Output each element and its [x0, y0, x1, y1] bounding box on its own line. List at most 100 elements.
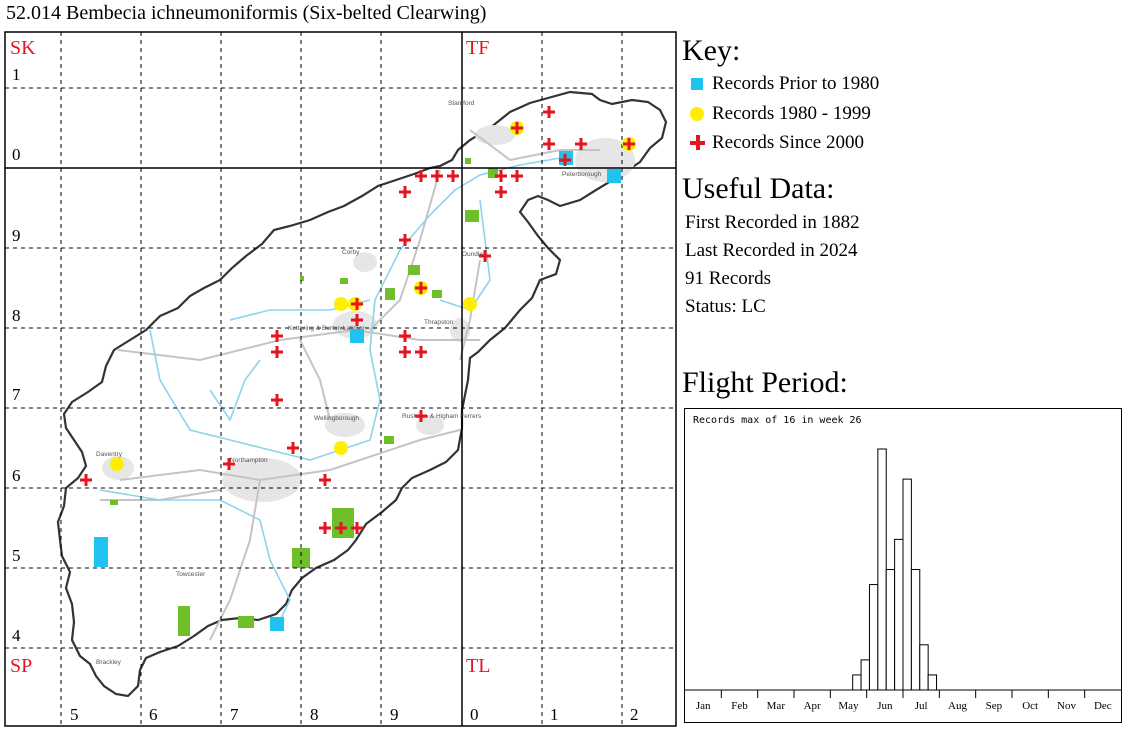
record-since-2000 — [319, 474, 331, 486]
record-since-2000 — [447, 170, 459, 182]
red-cross-icon — [688, 133, 710, 153]
flight-bar — [927, 674, 938, 691]
record-since-2000 — [479, 250, 491, 262]
record-1980-1999 — [334, 441, 348, 455]
easting-label: 5 — [70, 705, 79, 724]
town-label: Daventry — [96, 451, 123, 458]
key-label: Records Since 2000 — [712, 132, 864, 153]
key-item-since-2000: Records Since 2000 — [688, 132, 864, 154]
easting-label: 0 — [470, 705, 479, 724]
status: Status: LC — [685, 296, 766, 317]
record-since-2000 — [351, 522, 363, 534]
record-since-2000 — [351, 314, 363, 326]
key-label: Records 1980 - 1999 — [712, 103, 871, 124]
month-label: Apr — [804, 700, 821, 712]
month-label: Mar — [767, 700, 786, 712]
northing-label: 8 — [12, 306, 21, 325]
record-since-2000 — [495, 170, 507, 182]
town-label: Northampton — [230, 457, 268, 464]
month-label: Aug — [948, 700, 967, 712]
easting-label: 7 — [230, 705, 239, 724]
record-prior-1980 — [607, 169, 621, 183]
records-layer — [80, 106, 636, 631]
town-label: Thrapston — [424, 319, 454, 326]
record-since-2000 — [623, 138, 635, 150]
last-recorded: Last Recorded in 2024 — [685, 240, 858, 261]
flight-bar — [860, 659, 870, 691]
easting-label: 8 — [310, 705, 319, 724]
record-since-2000 — [80, 474, 92, 486]
rivers — [99, 157, 561, 621]
record-since-2000 — [543, 106, 555, 118]
flight-bar — [885, 569, 896, 691]
town-label: Stamford — [448, 100, 475, 107]
record-since-2000 — [399, 346, 411, 358]
record-prior-1980 — [350, 329, 364, 343]
first-recorded: First Recorded in 1882 — [685, 212, 860, 233]
flight-period-title: Flight Period: — [682, 366, 848, 399]
flight-bar — [894, 538, 904, 691]
distribution-map: SK TF SP TL 5 6 7 8 9 0 1 2 1 0 9 8 7 6 … — [4, 31, 677, 727]
northing-label: 4 — [12, 626, 21, 645]
town-label: Rushden & Higham Ferrers — [402, 413, 482, 420]
record-since-2000 — [271, 330, 283, 342]
record-since-2000 — [415, 282, 427, 294]
month-label: Feb — [731, 700, 748, 712]
record-since-2000 — [271, 394, 283, 406]
county-boundary — [56, 90, 668, 698]
key-item-prior-1980: Records Prior to 1980 — [688, 73, 879, 95]
record-since-2000 — [415, 346, 427, 358]
northing-label: 5 — [12, 546, 21, 565]
record-1980-1999 — [334, 297, 348, 311]
record-since-2000 — [559, 154, 571, 166]
key-label: Records Prior to 1980 — [712, 73, 880, 94]
flight-period-chart: Jan Feb Mar Apr May Jun Jul Aug Sep Oct Nov Dec Rec… — [684, 408, 1122, 723]
month-label: Dec — [1094, 700, 1112, 712]
northing-label: 6 — [12, 466, 21, 485]
square-label-tl: TL — [466, 655, 490, 677]
record-since-2000 — [399, 330, 411, 342]
record-since-2000 — [399, 234, 411, 246]
northing-label: 9 — [12, 226, 21, 245]
town-label: Towcester — [176, 571, 206, 578]
record-since-2000 — [223, 458, 235, 470]
month-label: May — [838, 700, 859, 712]
month-label: Oct — [1022, 700, 1038, 712]
yellow-circle-icon — [688, 104, 710, 124]
town-label: Wellingborough — [314, 415, 359, 422]
month-label: Jul — [915, 700, 928, 712]
record-prior-1980 — [94, 537, 108, 567]
square-label-sp: SP — [10, 655, 32, 677]
record-since-2000 — [399, 186, 411, 198]
flight-bar — [910, 569, 921, 691]
square-label-sk: SK — [10, 37, 36, 59]
record-1980-1999 — [463, 297, 477, 311]
record-since-2000 — [495, 186, 507, 198]
key-title: Key: — [682, 34, 741, 67]
woodland — [110, 158, 498, 636]
northing-label: 0 — [12, 145, 21, 164]
record-since-2000 — [431, 170, 443, 182]
record-since-2000 — [511, 122, 523, 134]
month-label: Sep — [986, 700, 1003, 712]
town-label: Oundle — [462, 251, 483, 258]
record-prior-1980 — [270, 617, 284, 631]
town-label: Brackley — [96, 659, 122, 666]
flight-chart-svg: Jan Feb Mar Apr May Jun Jul Aug Sep Oct Nov Dec — [685, 448, 1121, 712]
flight-bar — [852, 674, 862, 691]
record-since-2000 — [511, 170, 523, 182]
easting-label: 6 — [149, 705, 158, 724]
town-label: Peterborough — [562, 171, 602, 178]
northing-label: 1 — [12, 65, 21, 84]
grid — [4, 31, 677, 727]
flight-bar — [868, 584, 879, 691]
useful-data-title: Useful Data: — [682, 172, 835, 205]
square-label-tf: TF — [466, 37, 489, 59]
record-since-2000 — [575, 138, 587, 150]
flight-note: Records max of 16 in week 26 — [693, 415, 862, 426]
record-since-2000 — [415, 410, 427, 422]
easting-label: 9 — [390, 705, 399, 724]
page-title: 52.014 Bembecia ichneumoniformis (Six-be… — [6, 2, 487, 24]
record-1980-1999 — [110, 457, 124, 471]
record-since-2000 — [319, 522, 331, 534]
